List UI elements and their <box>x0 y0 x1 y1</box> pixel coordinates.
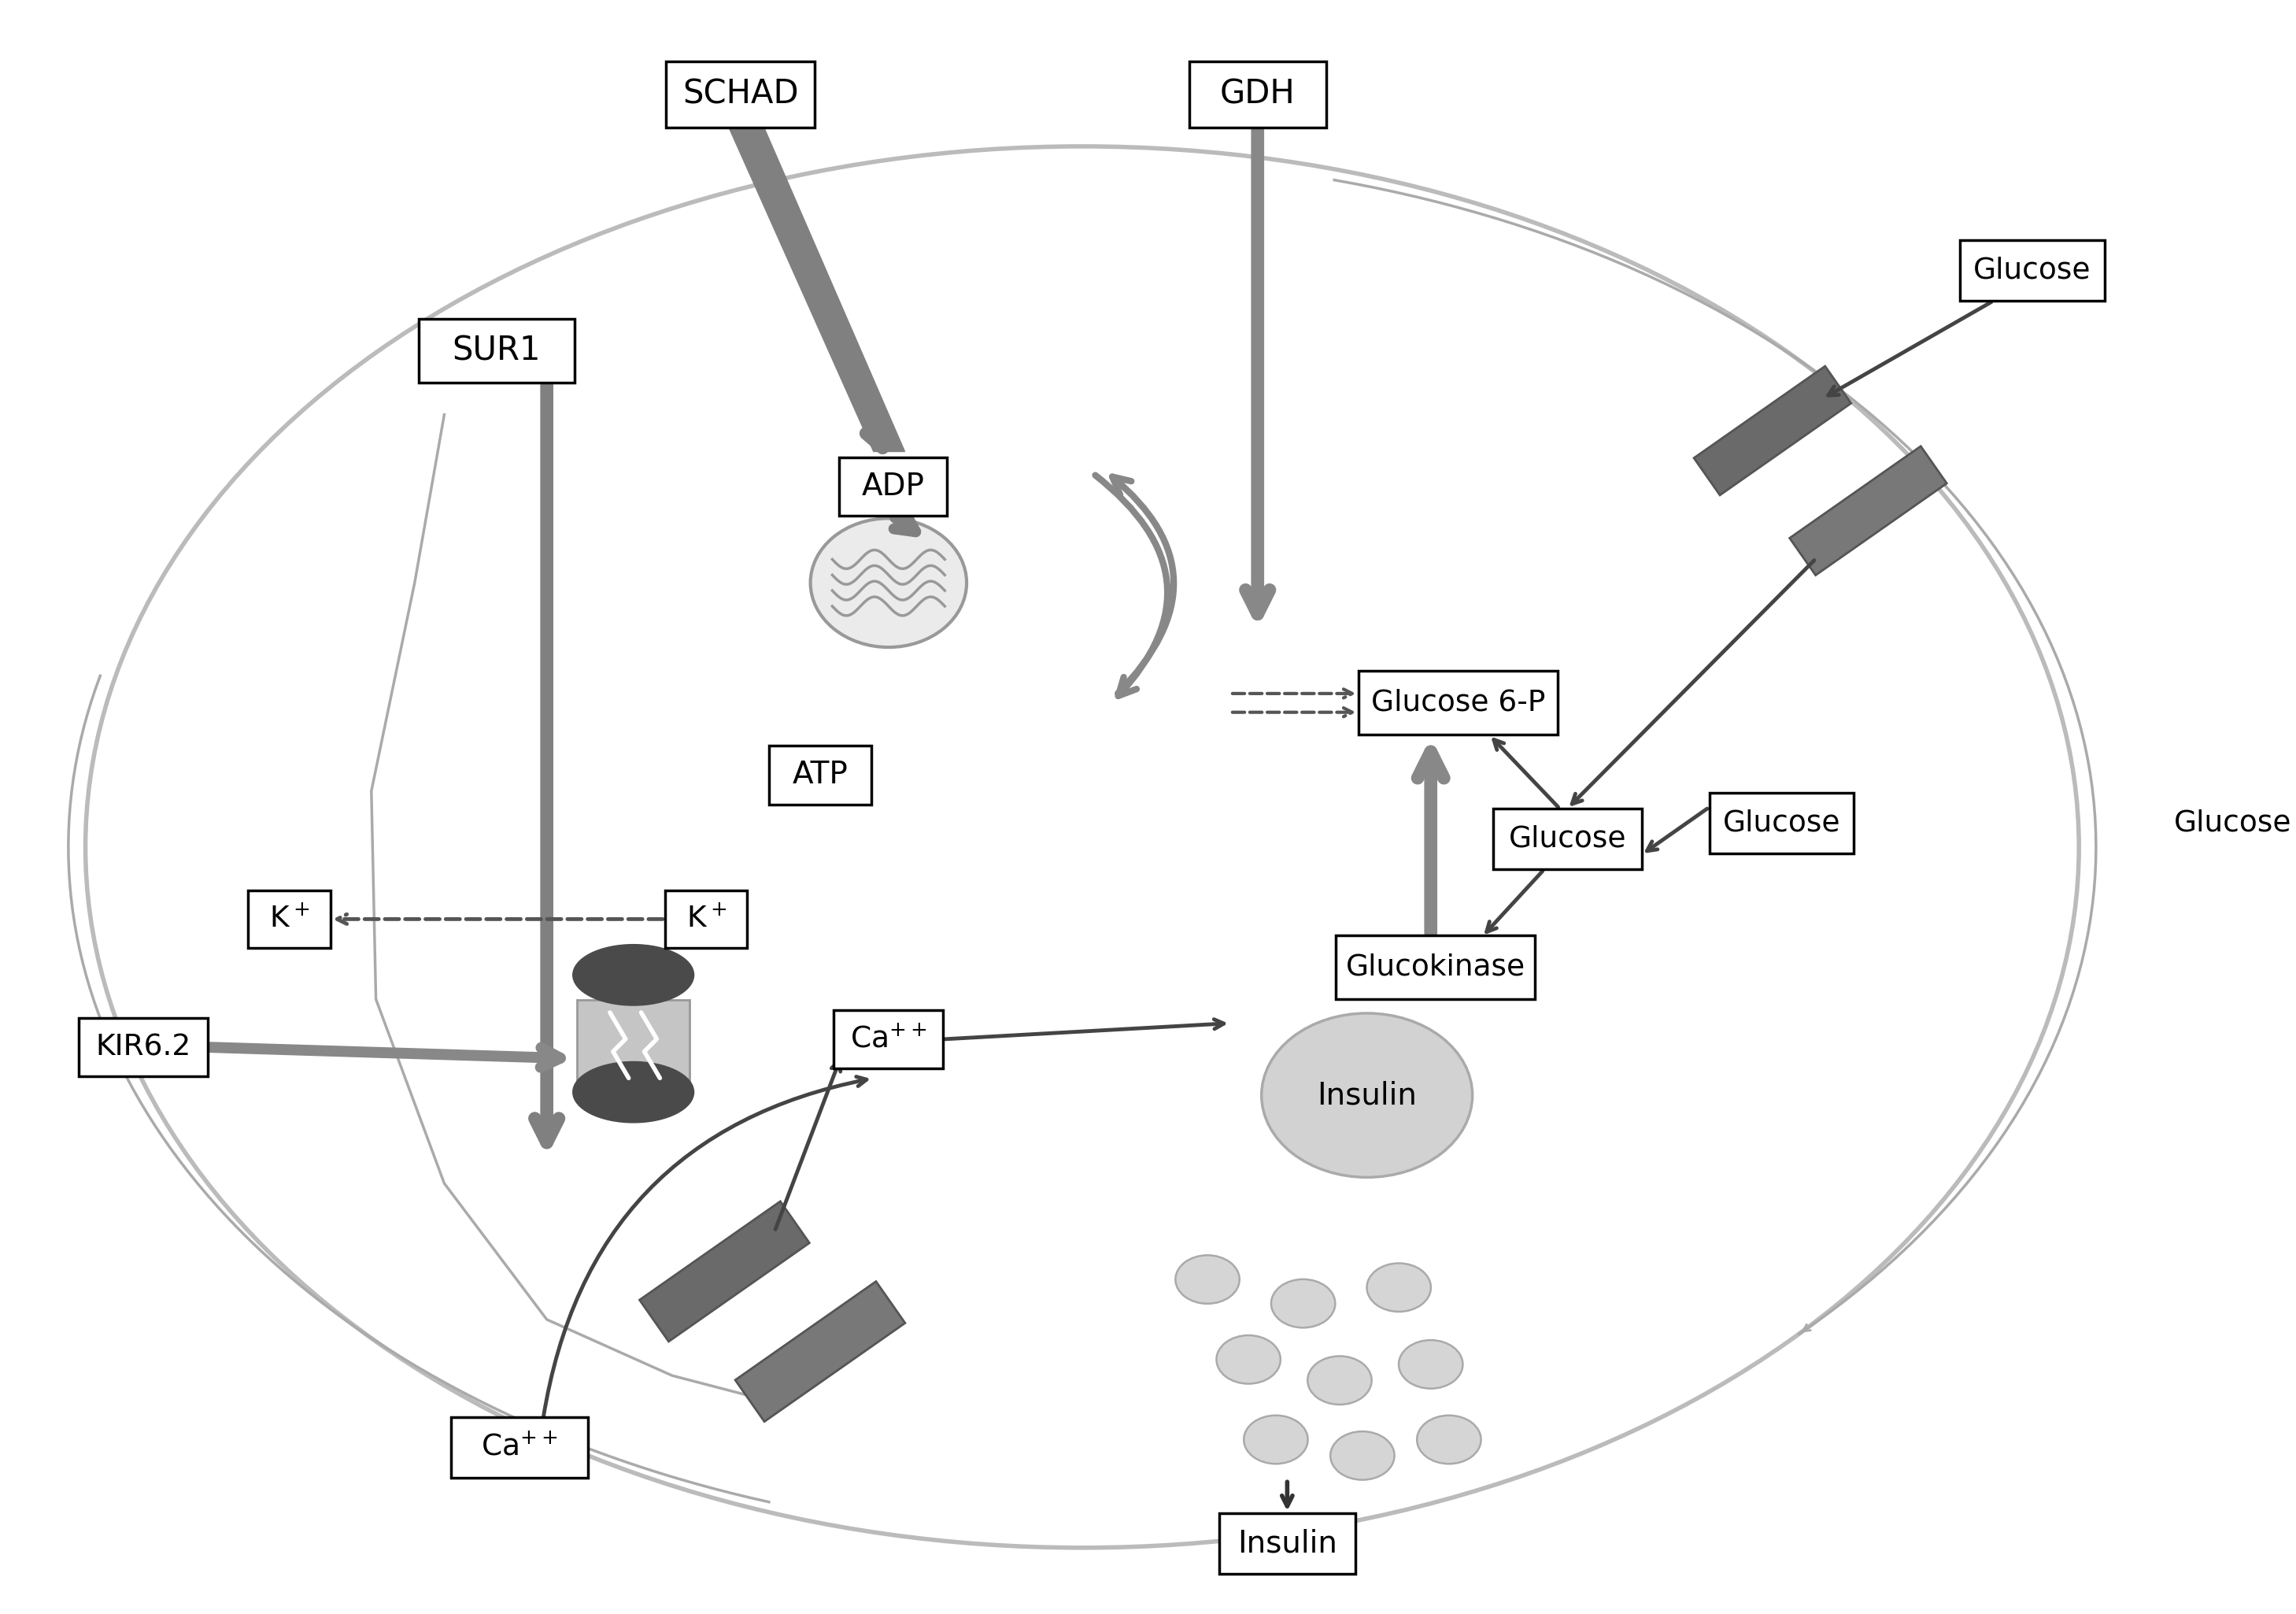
Ellipse shape <box>1272 1280 1336 1328</box>
Ellipse shape <box>1417 1415 1481 1464</box>
FancyBboxPatch shape <box>1359 671 1557 734</box>
Text: ADP: ADP <box>861 471 925 502</box>
FancyBboxPatch shape <box>418 318 574 383</box>
Text: K$^+$: K$^+$ <box>269 905 310 933</box>
FancyBboxPatch shape <box>1492 809 1642 870</box>
Ellipse shape <box>1176 1256 1240 1304</box>
Ellipse shape <box>572 1062 693 1123</box>
Ellipse shape <box>1217 1335 1281 1383</box>
FancyBboxPatch shape <box>1189 61 1327 128</box>
Ellipse shape <box>1261 1014 1472 1177</box>
Text: ATP: ATP <box>792 760 847 789</box>
Ellipse shape <box>1366 1264 1430 1312</box>
Bar <box>735 1282 905 1422</box>
Text: K$^+$: K$^+$ <box>687 905 726 933</box>
Text: Glucose: Glucose <box>1508 825 1626 854</box>
Text: Glucokinase: Glucokinase <box>1345 952 1525 981</box>
Ellipse shape <box>1244 1415 1309 1464</box>
Ellipse shape <box>1309 1356 1371 1404</box>
FancyBboxPatch shape <box>1708 792 1853 854</box>
FancyBboxPatch shape <box>1961 240 2105 300</box>
Bar <box>1694 366 1851 495</box>
Text: Ca$^{++}$: Ca$^{++}$ <box>850 1025 928 1054</box>
Ellipse shape <box>572 944 693 1006</box>
Bar <box>641 1201 810 1341</box>
Text: Glucose 6-P: Glucose 6-P <box>1371 689 1545 717</box>
Text: GDH: GDH <box>1219 77 1295 111</box>
Bar <box>1789 445 1947 575</box>
Text: Insulin: Insulin <box>1318 1080 1417 1110</box>
Text: Ca$^{++}$: Ca$^{++}$ <box>480 1433 558 1462</box>
Ellipse shape <box>1398 1340 1463 1388</box>
Text: Glucose: Glucose <box>1972 257 2092 284</box>
FancyBboxPatch shape <box>78 1018 209 1077</box>
Text: KIR6.2: KIR6.2 <box>96 1033 191 1062</box>
FancyBboxPatch shape <box>769 746 870 804</box>
FancyBboxPatch shape <box>248 891 331 947</box>
FancyBboxPatch shape <box>838 457 946 516</box>
FancyBboxPatch shape <box>450 1417 588 1478</box>
FancyBboxPatch shape <box>576 1001 689 1089</box>
FancyBboxPatch shape <box>666 891 746 947</box>
FancyBboxPatch shape <box>1219 1514 1355 1574</box>
Text: Glucose: Glucose <box>1722 809 1841 838</box>
Text: Glucose: Glucose <box>2174 809 2291 838</box>
Ellipse shape <box>1329 1432 1394 1480</box>
Text: SUR1: SUR1 <box>452 334 542 366</box>
Ellipse shape <box>85 147 2078 1548</box>
FancyBboxPatch shape <box>833 1010 944 1068</box>
Polygon shape <box>728 128 905 452</box>
Text: SCHAD: SCHAD <box>682 77 799 111</box>
Ellipse shape <box>810 518 967 647</box>
Text: Insulin: Insulin <box>1238 1528 1336 1559</box>
FancyBboxPatch shape <box>666 61 815 128</box>
FancyBboxPatch shape <box>1336 935 1536 999</box>
